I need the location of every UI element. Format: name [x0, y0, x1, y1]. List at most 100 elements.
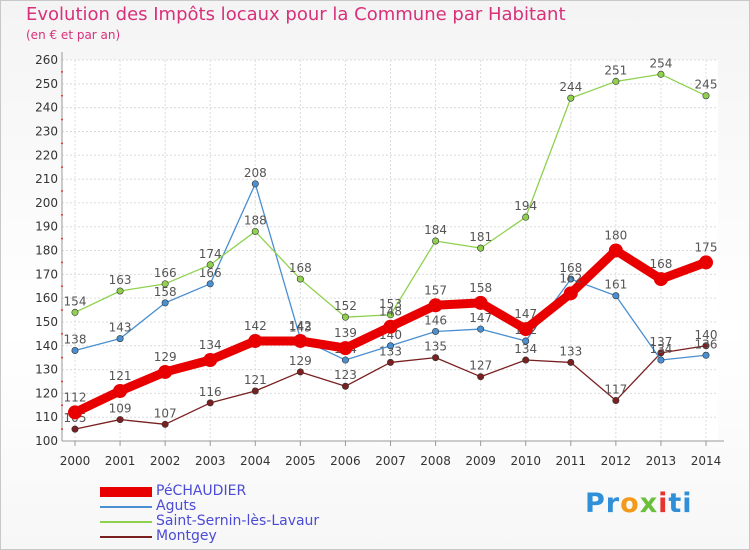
data-label: 136 — [695, 337, 718, 351]
data-label: 181 — [469, 230, 492, 244]
data-point — [296, 275, 304, 283]
data-label: 148 — [379, 305, 402, 319]
data-point — [113, 383, 128, 398]
x-tick-label: 2012 — [601, 454, 632, 468]
legend-label: PéCHAUDIER — [156, 483, 247, 499]
data-label: 133 — [559, 344, 582, 358]
data-point — [161, 299, 169, 307]
data-label: 154 — [64, 294, 87, 308]
x-tick-label: 2013 — [646, 454, 677, 468]
data-point — [341, 382, 349, 390]
data-label: 139 — [334, 326, 357, 340]
data-point — [702, 92, 710, 100]
data-point — [432, 327, 440, 335]
legend-item: PéCHAUDIER — [100, 484, 319, 499]
chart-subtitle: (en € et par an) — [26, 28, 121, 42]
legend-swatch — [100, 520, 152, 523]
data-label: 194 — [514, 199, 537, 213]
data-label: 175 — [695, 240, 718, 254]
data-label: 135 — [424, 340, 447, 354]
data-label: 245 — [695, 78, 718, 92]
data-label: 116 — [199, 385, 222, 399]
data-label: 168 — [559, 261, 582, 275]
data-point — [116, 416, 124, 424]
x-tick-label: 2007 — [375, 454, 406, 468]
data-point — [116, 287, 124, 295]
data-point — [341, 356, 349, 364]
data-label: 161 — [604, 278, 627, 292]
data-point — [383, 319, 398, 334]
y-tick-label: 250 — [35, 77, 58, 91]
data-point — [567, 275, 575, 283]
data-point — [116, 335, 124, 343]
data-point — [68, 405, 82, 420]
data-label: 158 — [469, 281, 492, 295]
y-tick-label: 150 — [35, 315, 58, 329]
data-point — [432, 237, 440, 245]
data-point — [608, 243, 623, 258]
data-label: 134 — [514, 342, 537, 356]
legend-swatch — [100, 505, 152, 508]
legend-item: Saint-Sernin-lès-Lavaur — [100, 514, 319, 529]
y-tick-label: 220 — [35, 148, 58, 162]
data-point — [432, 354, 440, 362]
data-point — [158, 364, 173, 379]
data-label: 153 — [379, 297, 402, 311]
data-point — [522, 356, 530, 364]
data-point — [612, 77, 620, 85]
data-point — [473, 295, 488, 310]
data-point — [71, 308, 79, 316]
data-label: 184 — [424, 223, 447, 237]
y-tick-label: 210 — [35, 172, 58, 186]
data-point — [293, 333, 308, 348]
data-point — [248, 333, 263, 348]
data-label: 180 — [604, 229, 627, 243]
data-label: 152 — [334, 299, 357, 313]
data-point — [657, 356, 665, 364]
data-label: 143 — [109, 321, 132, 335]
data-point — [522, 213, 530, 221]
data-label: 109 — [109, 402, 132, 416]
data-label: 134 — [649, 342, 672, 356]
data-label: 121 — [244, 373, 267, 387]
x-tick-label: 2003 — [195, 454, 226, 468]
logo-letter: r — [605, 488, 621, 519]
data-point — [477, 325, 485, 333]
y-tick-label: 260 — [35, 53, 58, 67]
legend-label: Montgey — [156, 528, 217, 544]
x-tick-label: 2001 — [105, 454, 136, 468]
data-label: 163 — [109, 273, 132, 287]
x-tick-label: 2002 — [150, 454, 181, 468]
data-point — [428, 298, 443, 313]
y-tick-label: 170 — [35, 267, 58, 281]
data-label: 254 — [649, 56, 672, 70]
data-point — [251, 387, 259, 395]
y-tick-label: 160 — [35, 291, 58, 305]
data-label: 157 — [424, 283, 447, 297]
x-tick-label: 2011 — [556, 454, 587, 468]
y-tick-label: 120 — [35, 386, 58, 400]
data-point — [567, 94, 575, 102]
chart-legend: PéCHAUDIER Aguts Saint-Sernin-lès-Lavaur Mo… — [100, 484, 319, 544]
data-label: 134 — [199, 338, 222, 352]
data-point — [206, 280, 214, 288]
data-label: 168 — [289, 261, 312, 275]
data-label: 244 — [559, 80, 582, 94]
data-label: 166 — [199, 266, 222, 280]
data-point — [386, 311, 394, 319]
data-label: 129 — [289, 354, 312, 368]
data-label: 147 — [514, 307, 537, 321]
logo-letter: P — [585, 488, 606, 519]
data-label: 121 — [109, 369, 132, 383]
data-point — [386, 342, 394, 350]
data-point — [296, 368, 304, 376]
data-label: 166 — [154, 266, 177, 280]
data-label: 117 — [604, 383, 627, 397]
data-point — [206, 399, 214, 407]
legend-item: Aguts — [100, 499, 319, 514]
data-point — [653, 272, 668, 287]
data-label: 251 — [604, 63, 627, 77]
data-label: 168 — [649, 257, 672, 271]
proxiti-logo: Proxiti — [585, 488, 693, 519]
